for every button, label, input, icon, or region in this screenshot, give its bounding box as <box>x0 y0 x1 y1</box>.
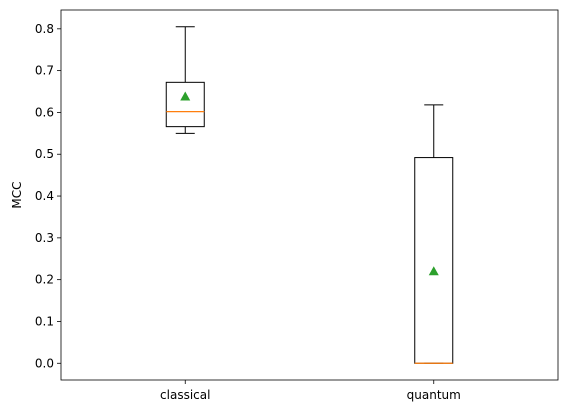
y-axis-label: MCC <box>10 181 24 208</box>
y-tick-label: 0.8 <box>35 22 54 36</box>
plot-frame <box>60 9 559 381</box>
plot-area: 0.0 0.1 0.2 0.3 0.4 0.5 0.6 0.7 0.8 classical quan… <box>35 9 559 402</box>
y-tick-label: 0.3 <box>35 231 54 245</box>
box-quantum <box>414 157 454 364</box>
y-tick-label: 0.0 <box>35 356 54 370</box>
mean-marker <box>180 91 191 101</box>
y-tick-label: 0.1 <box>35 314 54 328</box>
box-classical <box>165 81 205 128</box>
x-tick-label: classical <box>160 388 210 402</box>
x-tick-label: quantum <box>407 388 461 402</box>
y-tick-label: 0.6 <box>35 105 54 119</box>
y-tick-label: 0.4 <box>35 189 54 203</box>
y-tick-label: 0.5 <box>35 147 54 161</box>
y-tick-label: 0.2 <box>35 273 54 287</box>
mean-marker <box>428 266 439 276</box>
y-tick-label: 0.7 <box>35 64 54 78</box>
